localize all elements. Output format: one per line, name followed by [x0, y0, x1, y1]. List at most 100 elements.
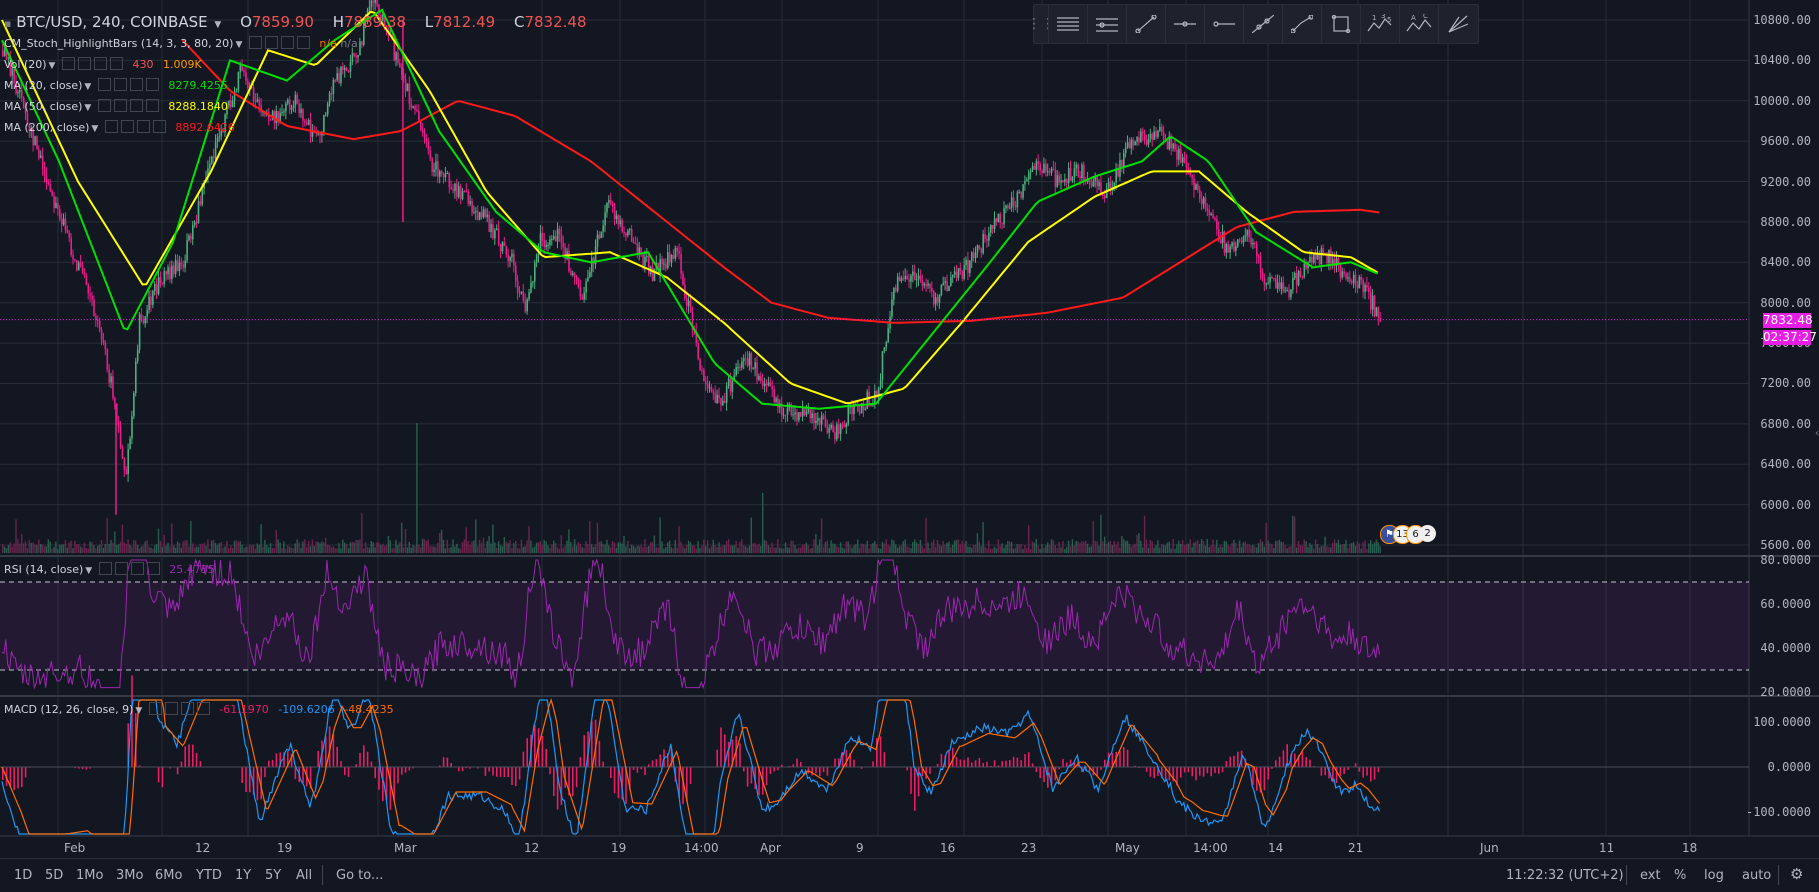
- chevron-down-icon[interactable]: ▼: [135, 706, 143, 716]
- candle-body: [290, 108, 293, 110]
- trend-lines-icon[interactable]: [1087, 5, 1126, 43]
- close-icon[interactable]: [146, 562, 160, 575]
- add-icon[interactable]: [136, 120, 150, 133]
- volume-bar: [401, 522, 403, 553]
- legend-volume[interactable]: Vol (20) ▼ 430 1.009K: [4, 57, 202, 71]
- chevron-left-icon[interactable]: ‹: [1815, 428, 1819, 439]
- volume-bar: [1075, 541, 1077, 553]
- auto-scale-toggle[interactable]: auto: [1742, 868, 1772, 883]
- volume-bar: [336, 548, 338, 553]
- collapse-icon[interactable]: ▪: [4, 17, 12, 30]
- settings-icon[interactable]: [164, 702, 178, 715]
- macd-histogram-bar: [488, 767, 490, 772]
- close-icon[interactable]: [145, 99, 159, 112]
- add-icon[interactable]: [93, 57, 107, 70]
- volume-bar: [173, 545, 175, 553]
- eye-icon[interactable]: [61, 57, 75, 70]
- candle-body: [691, 311, 694, 330]
- volume-bar: [613, 542, 616, 553]
- chevron-down-icon[interactable]: ▼: [91, 124, 99, 134]
- volume-bar: [819, 539, 821, 553]
- chevron-down-icon[interactable]: ▼: [235, 40, 243, 50]
- legend-rsi[interactable]: RSI (14, close) ▼ 25.4735: [4, 562, 215, 576]
- candle-body: [209, 163, 211, 169]
- range-all[interactable]: All: [296, 868, 313, 883]
- chevron-down-icon[interactable]: ▼: [84, 103, 92, 113]
- chevron-down-icon[interactable]: ▼: [214, 20, 222, 30]
- settings-gear-icon[interactable]: ⚙: [1790, 865, 1804, 883]
- range-5y[interactable]: 5Y: [265, 868, 282, 883]
- parallel-channel-icon[interactable]: [1282, 5, 1321, 43]
- range-5d[interactable]: 5D: [45, 868, 64, 883]
- candle-body: [617, 215, 620, 225]
- legend-ma200[interactable]: MA (200, close) ▼ 8892.6426: [4, 120, 235, 134]
- percent-scale-toggle[interactable]: %: [1674, 868, 1687, 883]
- horizontal-lines-icon[interactable]: [1048, 5, 1087, 43]
- price-axis[interactable]: 10800.00 10400.00 10000.00 9600.00 9200.00 88…: [1747, 0, 1819, 556]
- range-6mo[interactable]: 6Mo: [155, 868, 183, 883]
- chevron-down-icon[interactable]: ▼: [85, 566, 93, 576]
- drag-handle-icon[interactable]: ⋮⋮: [1027, 16, 1055, 32]
- settings-icon[interactable]: [114, 562, 128, 575]
- extended-hours-toggle[interactable]: ext: [1640, 868, 1661, 883]
- macd-axis[interactable]: 100.0000 0.0000 -100.0000: [1746, 696, 1819, 836]
- symbol-title[interactable]: BTC/USD, 240, COINBASE: [16, 13, 208, 31]
- eye-icon[interactable]: [98, 562, 112, 575]
- close-icon[interactable]: [296, 36, 310, 49]
- add-icon[interactable]: [180, 702, 194, 715]
- chevron-down-icon[interactable]: ▼: [48, 61, 56, 71]
- close-icon[interactable]: [145, 78, 159, 91]
- goto-date-button[interactable]: Go to...: [336, 868, 384, 883]
- add-icon[interactable]: [280, 36, 294, 49]
- macd-histogram-bar: [788, 765, 791, 767]
- rectangle-icon[interactable]: [1321, 5, 1360, 43]
- eye-icon[interactable]: [104, 120, 118, 133]
- close-icon[interactable]: [152, 120, 166, 133]
- chart-canvas[interactable]: [0, 0, 1819, 858]
- volume-bar: [406, 547, 409, 553]
- time-tick-label: 19: [611, 841, 627, 855]
- eye-icon[interactable]: [148, 702, 162, 715]
- add-icon[interactable]: [129, 78, 143, 91]
- eye-icon[interactable]: [97, 99, 111, 112]
- candle-body: [95, 316, 97, 320]
- range-3mo[interactable]: 3Mo: [116, 868, 144, 883]
- volume-bar: [351, 541, 353, 553]
- chevron-down-icon[interactable]: ▼: [84, 82, 92, 92]
- volume-bar: [1181, 540, 1184, 553]
- legend-stoch[interactable]: CM_Stoch_HighlightBars (14, 3, 3, 80, 20…: [4, 36, 358, 50]
- volume-bar: [41, 544, 44, 553]
- range-1d[interactable]: 1D: [14, 868, 33, 883]
- fib-fan-icon[interactable]: [1438, 5, 1477, 43]
- eye-icon[interactable]: [248, 36, 262, 49]
- add-icon[interactable]: [130, 562, 144, 575]
- eye-icon[interactable]: [97, 78, 111, 91]
- settings-icon[interactable]: [77, 57, 91, 70]
- add-icon[interactable]: [129, 99, 143, 112]
- event-badge-c[interactable]: 2: [1419, 525, 1436, 542]
- volume-bar: [214, 542, 217, 553]
- volume-bar: [518, 548, 521, 553]
- horizontal-line-icon[interactable]: [1165, 5, 1204, 43]
- range-ytd[interactable]: YTD: [196, 868, 222, 883]
- settings-icon[interactable]: [264, 36, 278, 49]
- settings-icon[interactable]: [113, 78, 127, 91]
- settings-icon[interactable]: [120, 120, 134, 133]
- range-1y[interactable]: 1Y: [235, 868, 252, 883]
- range-1mo[interactable]: 1Mo: [76, 868, 104, 883]
- settings-icon[interactable]: [113, 99, 127, 112]
- volume-bar: [667, 542, 669, 553]
- horizontal-ray-icon[interactable]: [1204, 5, 1243, 43]
- rsi-axis[interactable]: 80.0000 60.0000 40.0000 20.0000: [1747, 553, 1819, 699]
- legend-macd[interactable]: MACD (12, 26, close, 9) ▼ -61.1970 -109.6…: [4, 702, 394, 716]
- close-icon[interactable]: [196, 702, 210, 715]
- extended-line-icon[interactable]: [1243, 5, 1282, 43]
- log-scale-toggle[interactable]: log: [1704, 868, 1724, 883]
- ray-icon[interactable]: [1126, 5, 1165, 43]
- clock-timezone[interactable]: 11:22:32 (UTC+2): [1506, 868, 1624, 883]
- legend-ma50[interactable]: MA (50, close) ▼ 8288.1840: [4, 99, 228, 113]
- legend-ma20[interactable]: MA (20, close) ▼ 8279.4255: [4, 78, 228, 92]
- close-icon[interactable]: [109, 57, 123, 70]
